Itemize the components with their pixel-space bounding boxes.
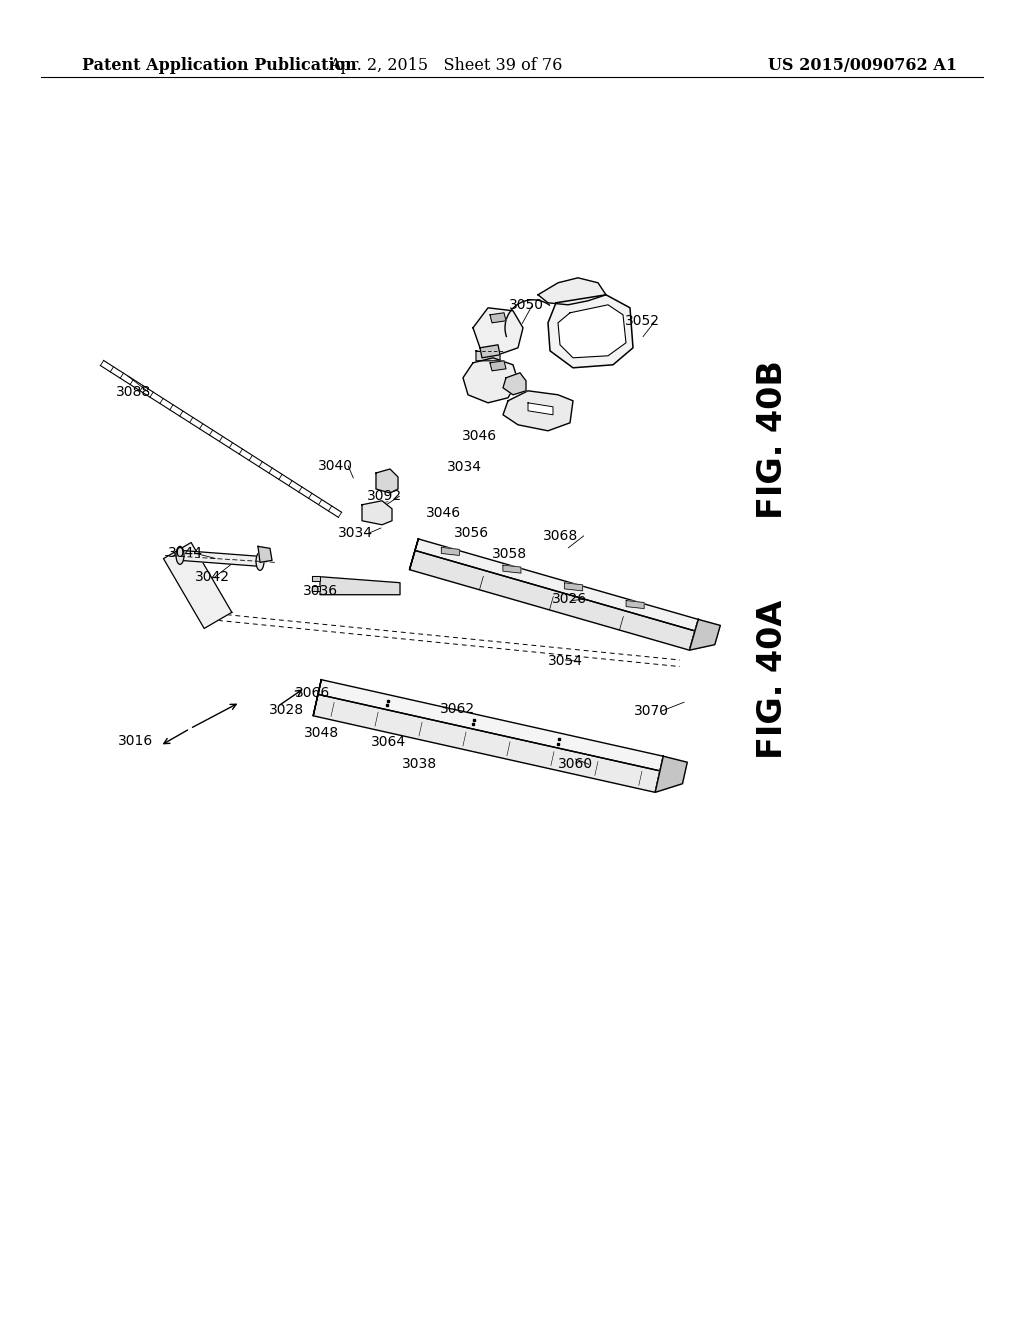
Polygon shape xyxy=(655,756,664,792)
Polygon shape xyxy=(441,548,460,556)
Text: 3048: 3048 xyxy=(304,726,339,739)
Ellipse shape xyxy=(176,546,184,565)
Ellipse shape xyxy=(256,552,264,570)
Polygon shape xyxy=(415,539,698,631)
Polygon shape xyxy=(313,694,660,792)
Polygon shape xyxy=(490,313,506,323)
Polygon shape xyxy=(626,601,644,609)
Text: 3092: 3092 xyxy=(367,490,401,503)
Text: 3062: 3062 xyxy=(440,702,475,715)
Text: Apr. 2, 2015   Sheet 39 of 76: Apr. 2, 2015 Sheet 39 of 76 xyxy=(329,57,562,74)
Text: 3036: 3036 xyxy=(303,585,338,598)
Text: 3044: 3044 xyxy=(168,546,203,560)
Text: 3050: 3050 xyxy=(509,298,544,312)
Text: 3056: 3056 xyxy=(454,527,488,540)
Text: 3060: 3060 xyxy=(558,758,593,771)
Polygon shape xyxy=(503,565,521,573)
Polygon shape xyxy=(318,680,664,771)
Polygon shape xyxy=(476,351,500,360)
Text: 3026: 3026 xyxy=(552,593,587,606)
Polygon shape xyxy=(480,345,500,358)
Text: 3052: 3052 xyxy=(625,314,659,327)
Polygon shape xyxy=(503,372,526,395)
Polygon shape xyxy=(313,680,322,715)
Text: 3034: 3034 xyxy=(338,527,373,540)
Text: 3028: 3028 xyxy=(269,704,304,717)
Polygon shape xyxy=(312,586,319,591)
Text: 3088: 3088 xyxy=(116,385,151,399)
Text: 3040: 3040 xyxy=(317,459,352,473)
Text: 3054: 3054 xyxy=(548,655,583,668)
Polygon shape xyxy=(655,756,687,792)
Text: 3064: 3064 xyxy=(371,735,406,748)
Polygon shape xyxy=(564,583,583,591)
Polygon shape xyxy=(180,550,260,566)
Polygon shape xyxy=(258,546,272,562)
Polygon shape xyxy=(689,619,698,651)
Text: 3046: 3046 xyxy=(462,429,497,442)
Polygon shape xyxy=(410,539,419,570)
Text: FIG. 40A: FIG. 40A xyxy=(756,601,788,759)
Polygon shape xyxy=(319,577,400,595)
Text: 3016: 3016 xyxy=(118,734,153,747)
Text: Patent Application Publication: Patent Application Publication xyxy=(82,57,356,74)
Polygon shape xyxy=(473,308,523,355)
Polygon shape xyxy=(362,500,392,525)
Polygon shape xyxy=(548,294,633,368)
Text: 3070: 3070 xyxy=(634,705,669,718)
Text: 3068: 3068 xyxy=(543,529,578,543)
Text: US 2015/0090762 A1: US 2015/0090762 A1 xyxy=(768,57,957,74)
Polygon shape xyxy=(410,550,695,651)
Polygon shape xyxy=(463,358,518,403)
Polygon shape xyxy=(503,391,573,430)
Polygon shape xyxy=(490,360,506,371)
Polygon shape xyxy=(164,543,231,628)
Polygon shape xyxy=(312,576,319,581)
Polygon shape xyxy=(376,469,398,492)
Text: 3046: 3046 xyxy=(426,507,461,520)
Text: 3066: 3066 xyxy=(295,686,330,700)
Text: 3034: 3034 xyxy=(446,461,481,474)
Text: 3038: 3038 xyxy=(402,758,437,771)
Polygon shape xyxy=(538,277,606,305)
Text: 3058: 3058 xyxy=(492,548,526,561)
Text: FIG. 40B: FIG. 40B xyxy=(756,360,788,519)
Text: 3042: 3042 xyxy=(195,570,229,583)
Polygon shape xyxy=(528,403,553,414)
Polygon shape xyxy=(558,305,626,358)
Polygon shape xyxy=(689,619,720,651)
